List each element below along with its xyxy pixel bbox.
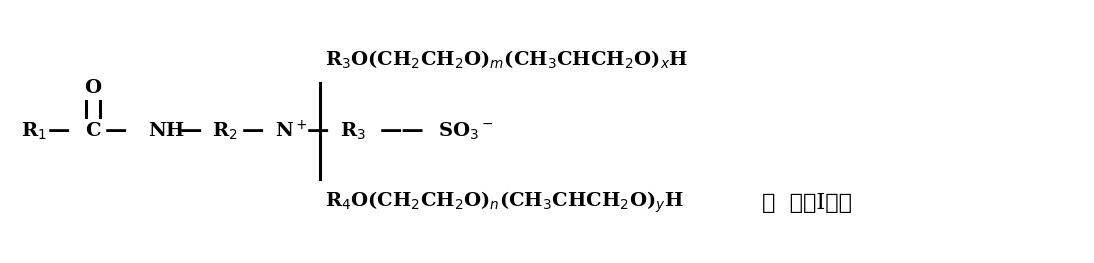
Text: R$_4$O(CH$_2$CH$_2$O)$_n$(CH$_3$CHCH$_2$O)$_y$H: R$_4$O(CH$_2$CH$_2$O)$_n$(CH$_3$CHCH$_2$… — [325, 190, 684, 215]
Text: R$_2$: R$_2$ — [212, 120, 238, 142]
Text: —: — — [47, 120, 70, 142]
Text: NH: NH — [149, 122, 185, 140]
Text: R$_1$: R$_1$ — [21, 120, 46, 142]
Text: —: — — [179, 120, 201, 142]
Text: N$^+$: N$^+$ — [276, 120, 309, 142]
Text: R$_3$: R$_3$ — [340, 120, 366, 142]
Text: C: C — [84, 122, 101, 140]
Text: R$_3$O(CH$_2$CH$_2$O)$_m$(CH$_3$CHCH$_2$O)$_x$H: R$_3$O(CH$_2$CH$_2$O)$_m$(CH$_3$CHCH$_2$… — [325, 48, 688, 70]
Text: O: O — [84, 79, 101, 97]
Text: —: — — [104, 120, 127, 142]
Text: —: — — [242, 120, 265, 142]
Text: SO$_3$$^-$: SO$_3$$^-$ — [438, 120, 493, 142]
Text: ——: —— — [381, 120, 424, 142]
Text: ，  式（I）；: ， 式（I）； — [761, 192, 852, 214]
Text: —: — — [307, 120, 329, 142]
